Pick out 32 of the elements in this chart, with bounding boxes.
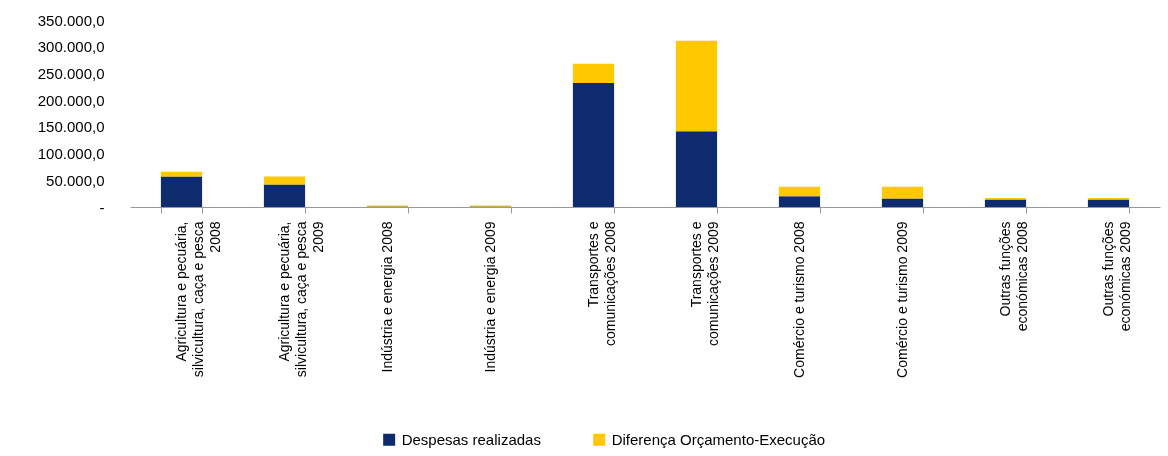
x-tick-label: Comércio e turismo 2009: [894, 221, 910, 378]
x-tick-label: Outras funções económicas 2008: [997, 221, 1030, 332]
x-tick-label: Agricultura e pecuária, silvicultura, caça e pesca 2008: [173, 221, 223, 378]
y-tick-label: 200.000,0: [37, 91, 105, 109]
bar: [881, 186, 924, 199]
x-tick-label: Comércio e turismo 2008: [791, 221, 807, 378]
y-tick-label: 50.000,0: [46, 171, 105, 189]
bar: [778, 196, 821, 207]
bar: [160, 176, 203, 207]
x-tick-label: Indústria e energia 2009: [482, 221, 498, 373]
y-tick-label: 150.000,0: [37, 118, 105, 136]
y-tick-label: 100.000,0: [37, 145, 105, 163]
y-tick-label: 250.000,0: [37, 64, 105, 82]
bar: [263, 176, 306, 185]
bar: [675, 131, 718, 207]
bar: [984, 199, 1027, 207]
y-tick-label: 300.000,0: [37, 38, 105, 56]
bar: [160, 171, 203, 177]
x-tick-label: Agricultura e pecuária, silvicultura, caça e pesca 2009: [276, 221, 326, 378]
legend-label: Despesas realizadas: [401, 430, 541, 448]
bar: [881, 198, 924, 207]
x-tick-label: Indústria e energia 2008: [379, 221, 395, 373]
legend-label: Diferença Orçamento-Execução: [611, 430, 826, 448]
y-tick-label: -: [99, 198, 105, 216]
bar: [1087, 199, 1130, 207]
y-tick-label: 350.000,0: [37, 11, 105, 29]
bar: [263, 184, 306, 207]
bar: [778, 186, 821, 197]
x-tick-label: Transportes e comunicações 2008: [585, 221, 618, 347]
bar: [675, 40, 718, 132]
bar: [572, 63, 615, 84]
bar: [572, 83, 615, 207]
